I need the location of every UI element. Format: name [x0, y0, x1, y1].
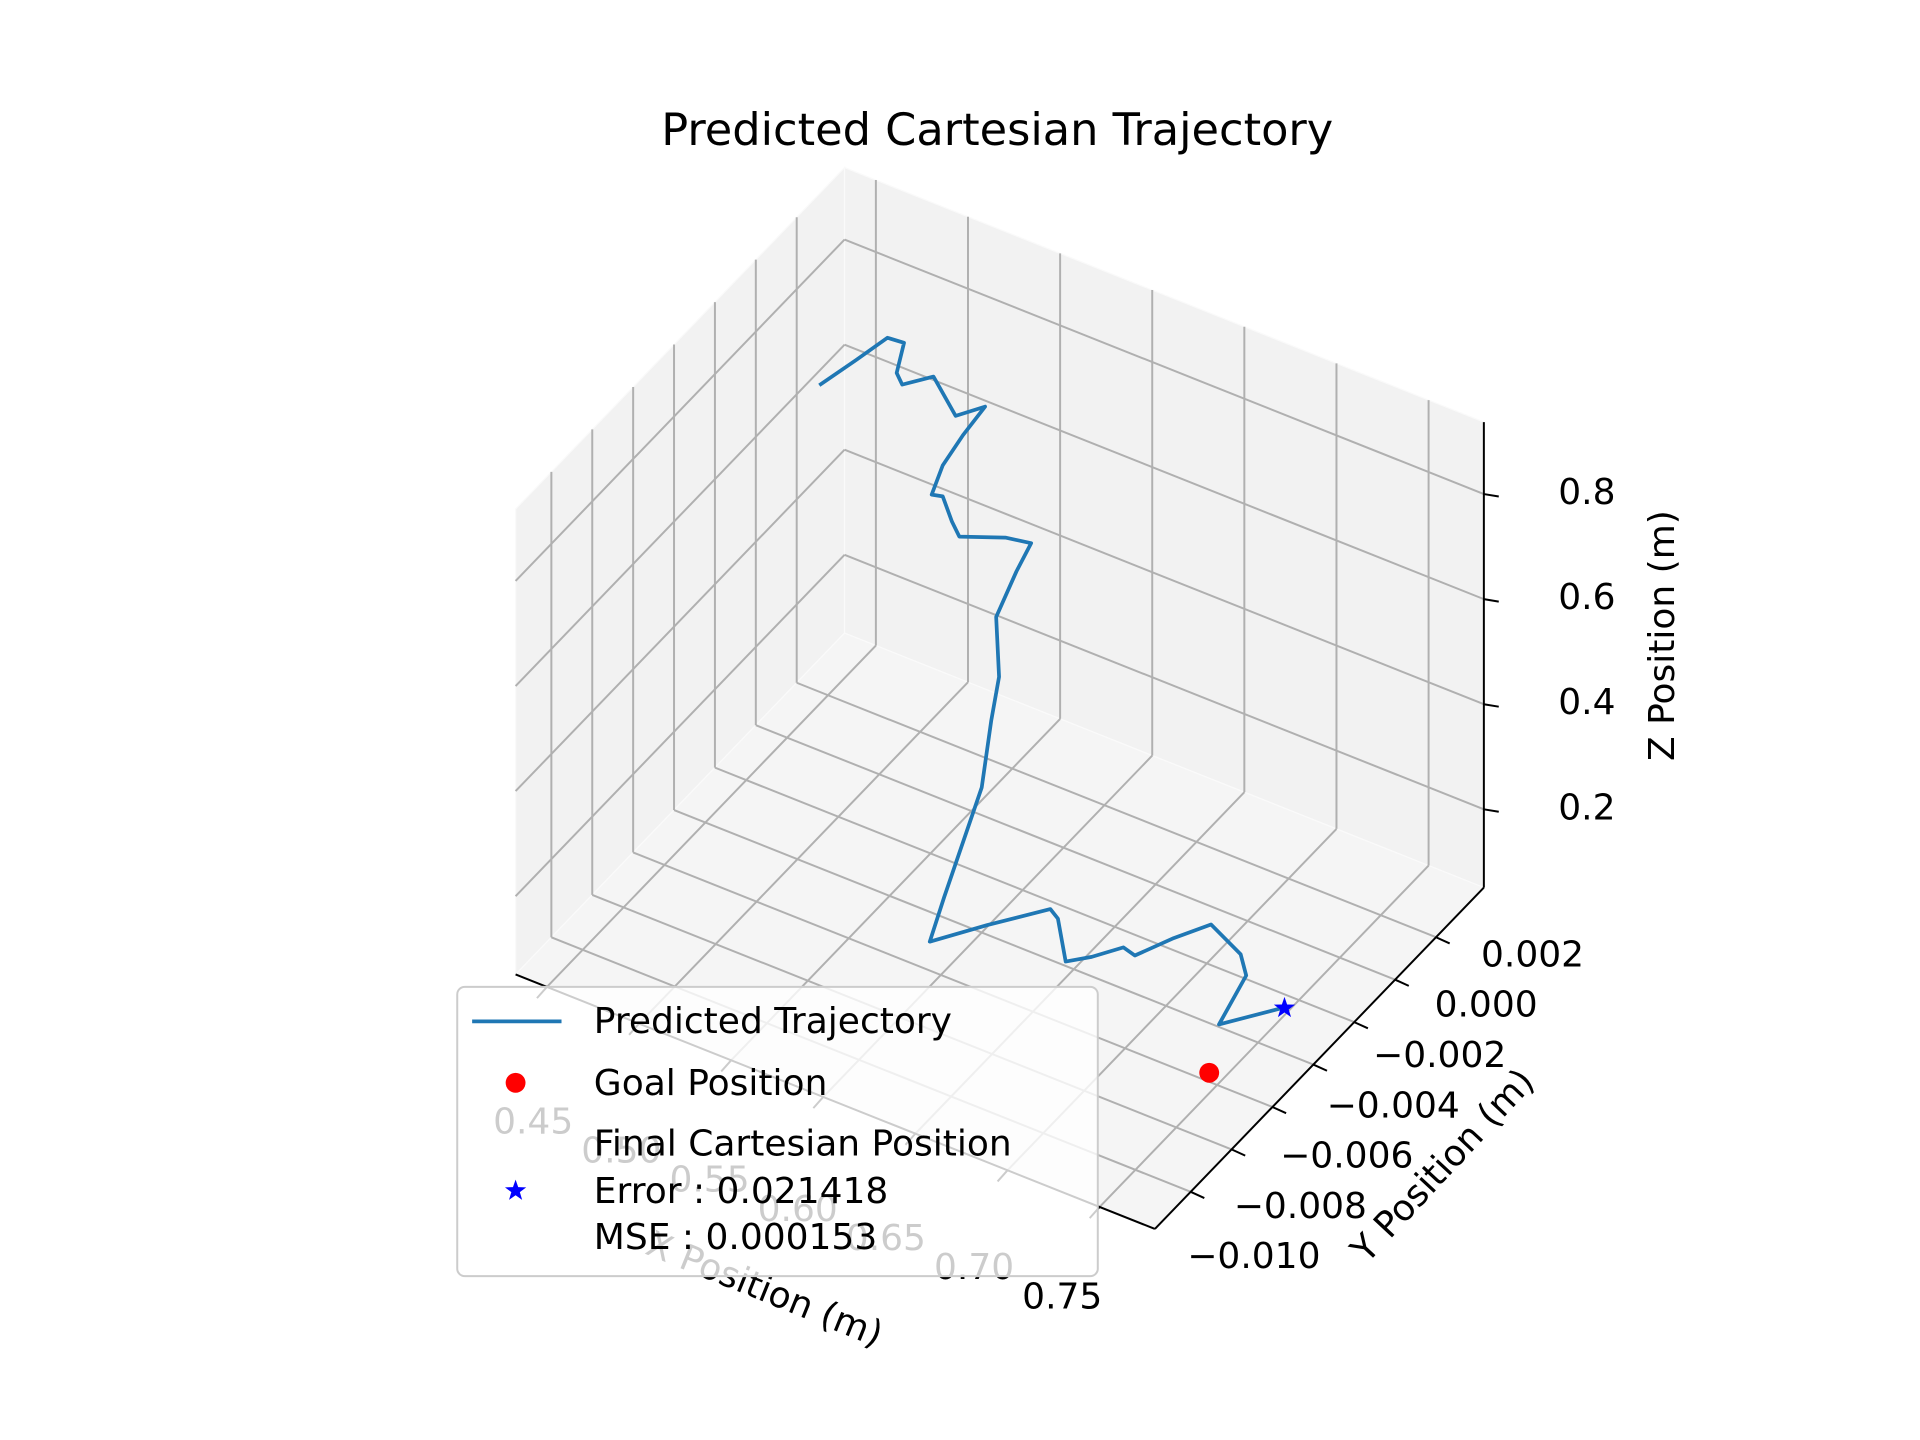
- grid-line: [755, 724, 1396, 981]
- y-tick-label: −0.008: [1234, 1186, 1367, 1227]
- y-tick: [1312, 1063, 1328, 1072]
- grid-line: [514, 554, 846, 897]
- legend-box: [456, 985, 1099, 1278]
- z-tick: [1483, 493, 1499, 498]
- axis-line: [1154, 886, 1485, 1230]
- grid-line: [638, 681, 969, 1025]
- y-tick: [1272, 1106, 1287, 1115]
- y-tick-label: −0.004: [1327, 1085, 1460, 1126]
- y-tick: [1435, 936, 1451, 945]
- y-tick: [1190, 1190, 1205, 1199]
- legend-label: Final Cartesian Position Error : 0.02141…: [593, 1122, 1012, 1258]
- z-tick: [1483, 598, 1499, 603]
- y-tick-label: 0.000: [1435, 985, 1538, 1026]
- z-tick: [1483, 703, 1499, 708]
- y-tick-label: −0.002: [1373, 1035, 1506, 1076]
- grid-line: [796, 681, 1437, 939]
- grid-line: [714, 766, 1355, 1024]
- chart-title: Predicted Cartesian Trajectory: [661, 104, 1333, 156]
- grid-line: [546, 644, 877, 988]
- z-tick-label: 0.2: [1558, 787, 1615, 828]
- grid-line: [844, 238, 1485, 495]
- legend-label: Goal Position: [593, 1060, 828, 1103]
- z-tick-label: 0.4: [1558, 682, 1615, 723]
- grid-line: [1098, 864, 1430, 1208]
- y-tick: [1394, 978, 1410, 987]
- grid-line: [514, 238, 846, 582]
- y-tick: [1231, 1148, 1246, 1157]
- trajectory-line: [818, 335, 1286, 1027]
- grid-line: [844, 553, 1485, 811]
- grid-line: [514, 343, 846, 687]
- legend-entries: Predicted Trajectory Goal Position Final C…: [457, 987, 1098, 1276]
- legend-marker: [505, 1072, 526, 1093]
- point: [1273, 996, 1296, 1018]
- z-tick-label: 0.8: [1558, 472, 1615, 513]
- legend: Predicted Trajectory Goal Position Final C…: [457, 987, 1098, 1276]
- grid-line: [673, 809, 1314, 1066]
- grid-line: [514, 449, 846, 792]
- grid-line: [844, 343, 1485, 601]
- grid-line: [632, 851, 1273, 1108]
- y-tick-label: −0.010: [1187, 1236, 1320, 1277]
- legend-label: Predicted Trajectory: [593, 999, 952, 1042]
- z-tick-label: 0.6: [1558, 577, 1615, 618]
- z-axis-label: Z Position (m): [1642, 510, 1683, 761]
- y-tick-label: 0.002: [1481, 934, 1584, 975]
- x-tick-label: 0.75: [1022, 1276, 1102, 1317]
- point: [1199, 1062, 1220, 1083]
- z-tick: [1483, 808, 1499, 813]
- y-tick-label: −0.006: [1280, 1136, 1413, 1177]
- y-tick: [1353, 1021, 1369, 1030]
- legend-marker: [504, 1179, 527, 1200]
- grid-line: [844, 448, 1485, 706]
